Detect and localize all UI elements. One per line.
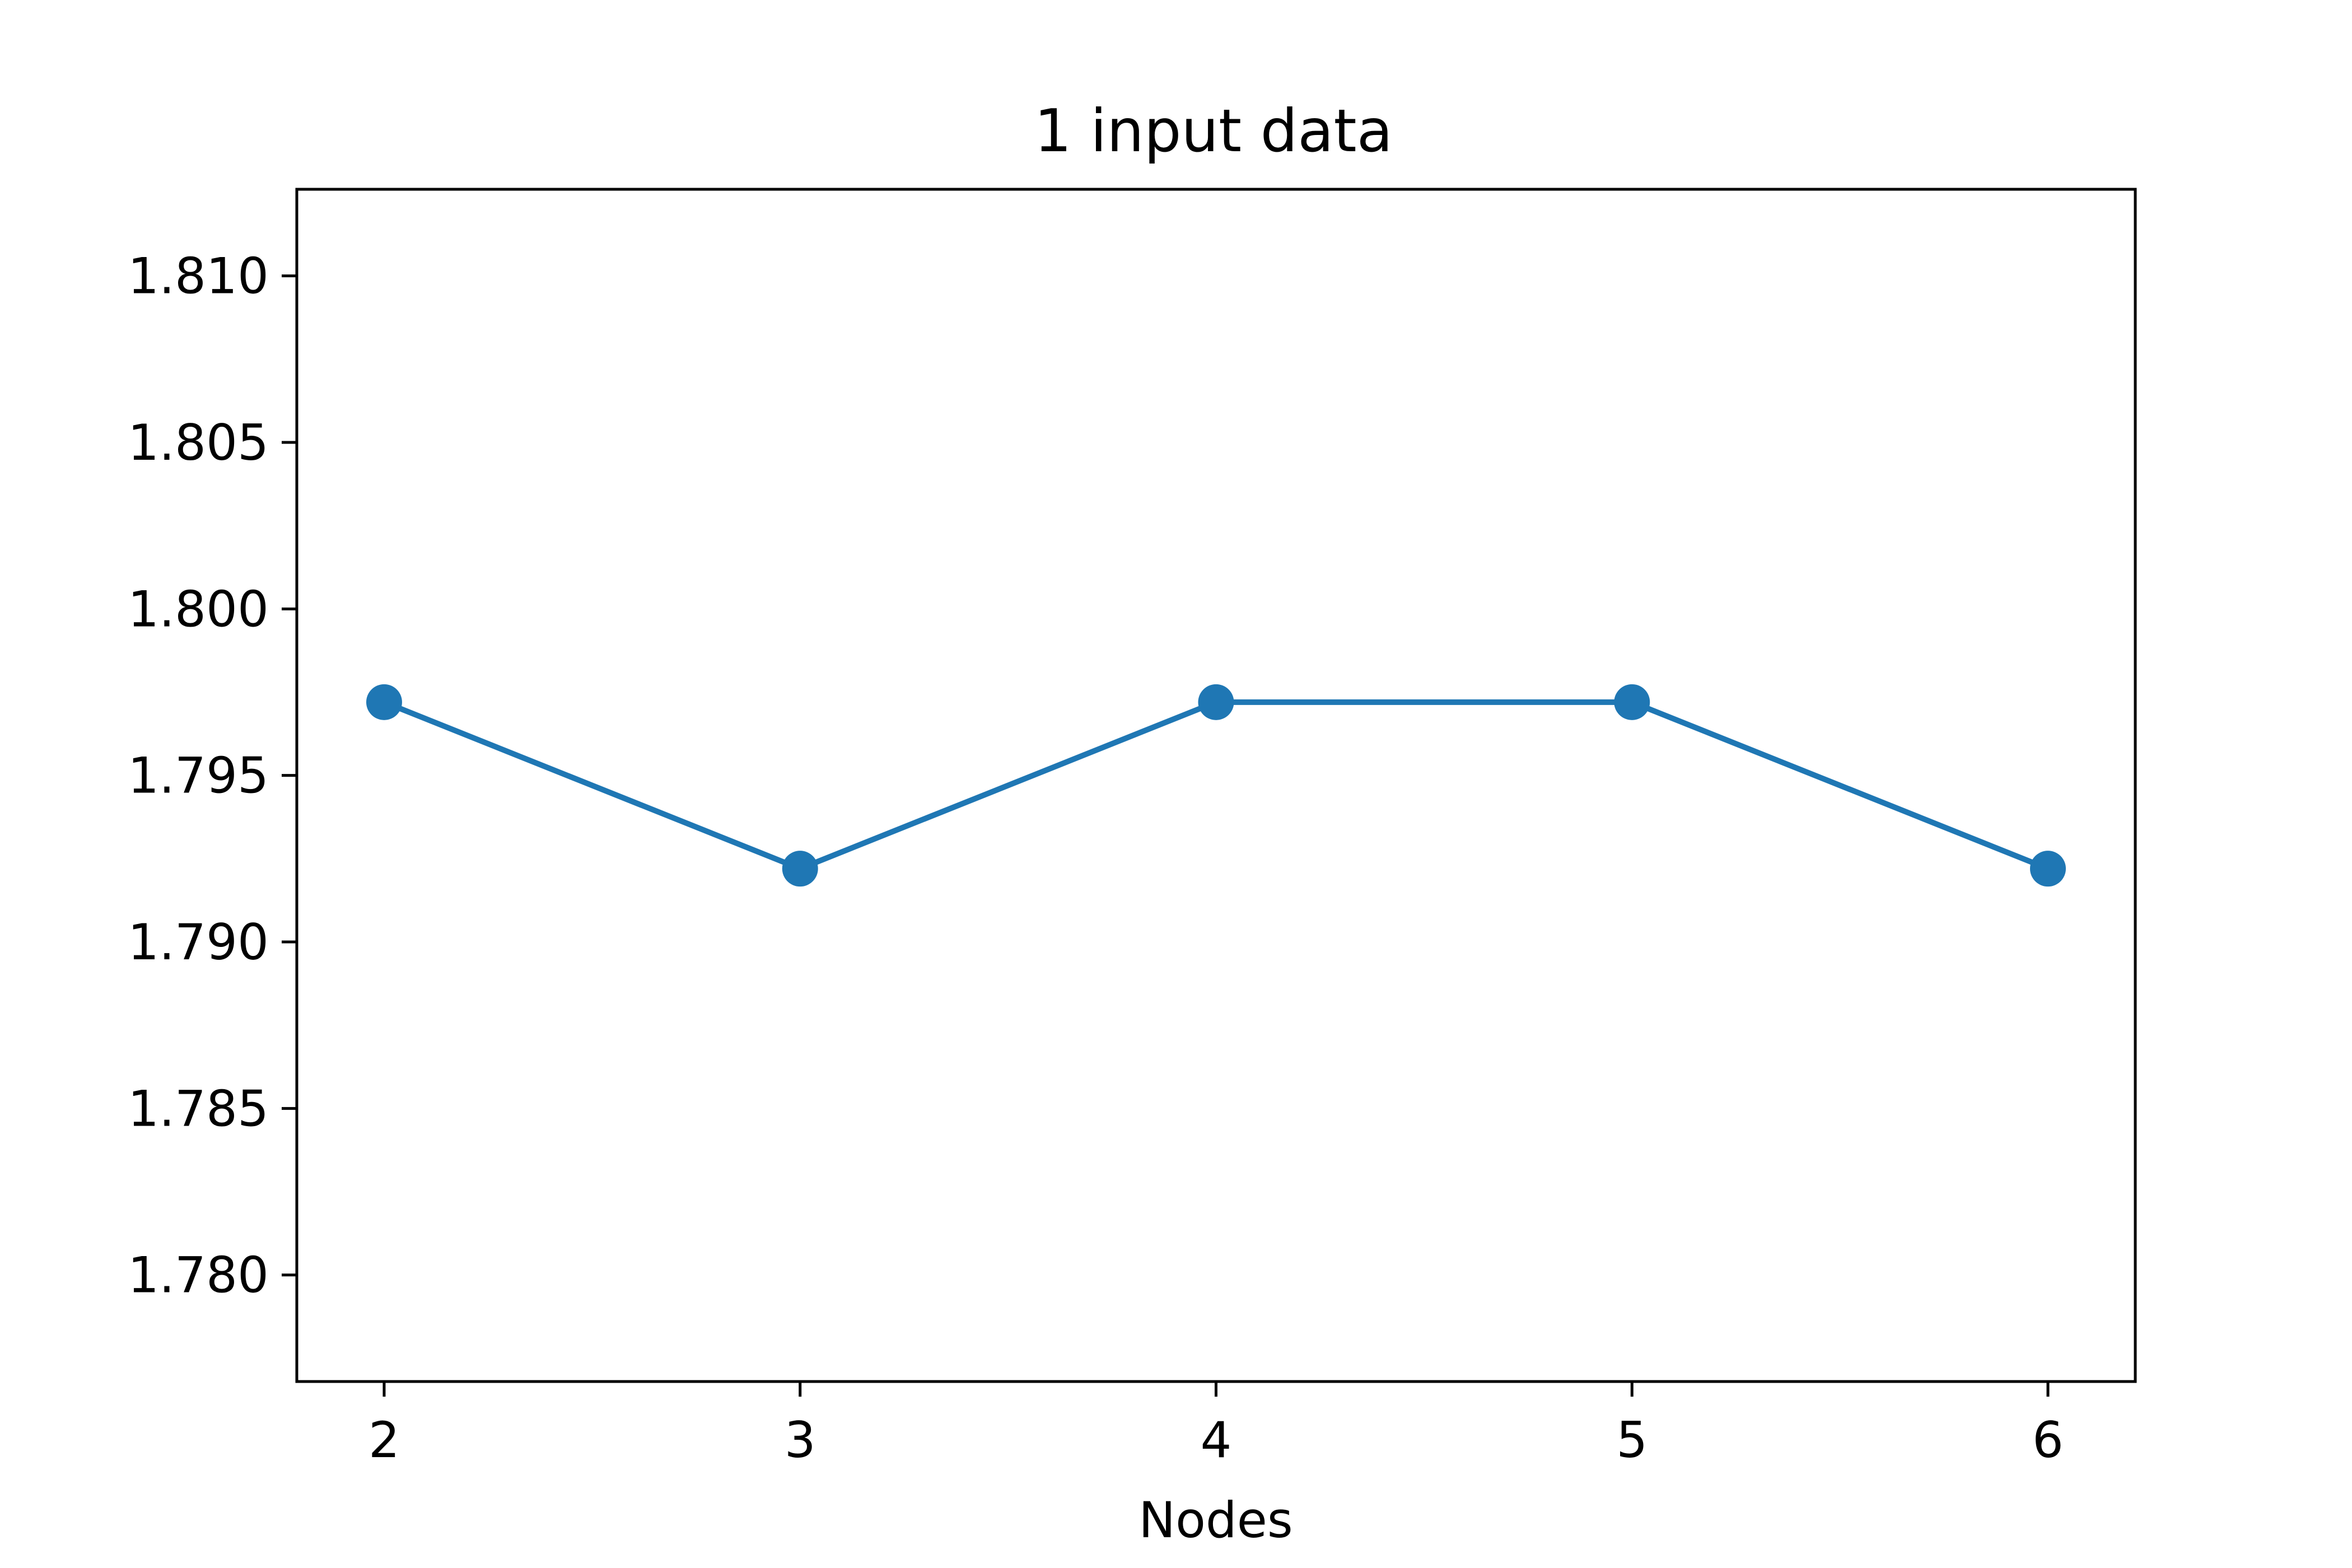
y-tick-label: 1.780 — [128, 1247, 269, 1304]
y-tick-label: 1.810 — [128, 248, 269, 305]
data-point-marker — [2030, 851, 2066, 887]
data-point-marker — [366, 684, 402, 720]
y-tick-label: 1.785 — [128, 1080, 269, 1137]
x-tick-label: 3 — [785, 1411, 816, 1469]
x-axis-ticks: 2 3 4 5 6 — [368, 1382, 2064, 1469]
y-tick-label: 1.795 — [128, 747, 269, 805]
y-tick-label: 1.790 — [128, 913, 269, 971]
x-tick-label: 5 — [1616, 1411, 1648, 1469]
y-tick-label: 1.800 — [128, 580, 269, 638]
series-layer — [366, 684, 2066, 887]
x-axis-label: Nodes — [1138, 1491, 1293, 1549]
x-tick-label: 2 — [368, 1411, 400, 1469]
y-tick-label: 1.805 — [128, 414, 269, 472]
x-tick-label: 6 — [2032, 1411, 2064, 1469]
data-point-marker — [1198, 684, 1234, 720]
y-axis-ticks: 1.780 1.785 1.790 1.795 1.800 1.805 1.810 — [128, 248, 297, 1304]
x-tick-label: 4 — [1201, 1411, 1232, 1469]
data-point-marker — [782, 851, 818, 887]
data-point-marker — [1614, 684, 1650, 720]
plot-frame — [295, 188, 2137, 1383]
chart-title: 1 input data — [1034, 97, 1393, 165]
